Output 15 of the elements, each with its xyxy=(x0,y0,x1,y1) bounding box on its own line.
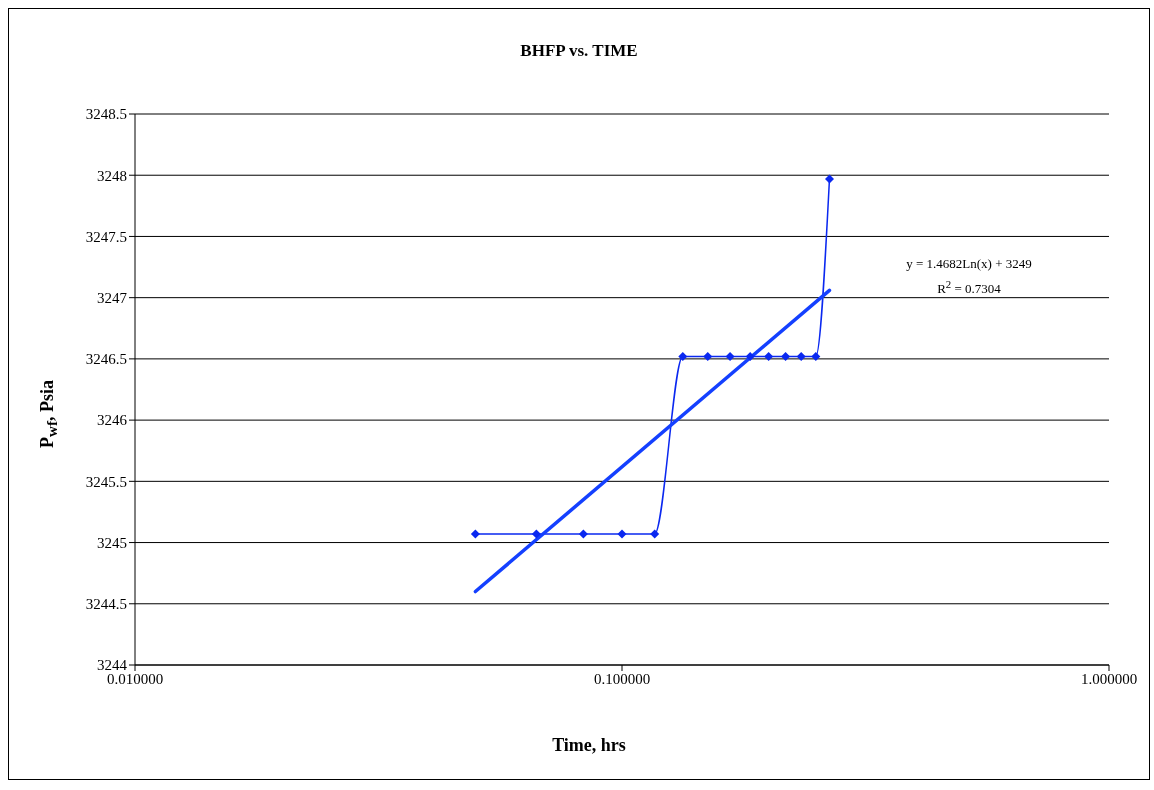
y-tick-label: 3248.5 xyxy=(85,106,127,123)
chart-title: BHFP vs. TIME xyxy=(519,41,639,61)
y-tick-label: 3244.5 xyxy=(85,596,127,613)
y-tick-label: 3245.5 xyxy=(85,473,127,490)
y-tick-label: 3246 xyxy=(97,412,128,429)
y-tick-label: 3247 xyxy=(97,289,128,306)
y-tick-label: 3248 xyxy=(97,167,127,184)
annotation: y = 1.4682Ln(x) + 3249 xyxy=(905,255,1033,273)
y-tick-label: 3246.5 xyxy=(85,351,127,368)
y-tick-label: 3245 xyxy=(97,534,127,551)
x-tick-label: 1.000000 xyxy=(1080,670,1138,687)
x-axis-title: Time, hrs xyxy=(551,735,627,756)
annotation: R$^{2}$ = 0.7304 xyxy=(936,277,1002,299)
x-tick-label: 0.100000 xyxy=(593,670,651,687)
y-tick-label: 3247.5 xyxy=(85,228,127,245)
